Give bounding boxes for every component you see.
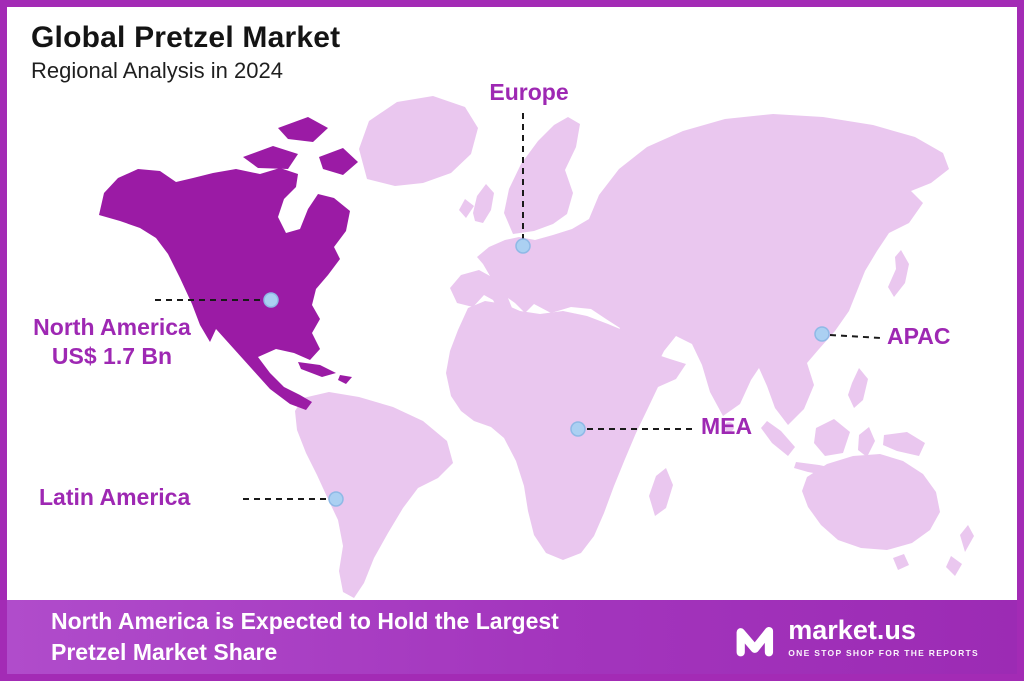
landmass-tasmania xyxy=(893,554,909,570)
landmass-greenland xyxy=(359,96,478,186)
marker-mea xyxy=(570,421,586,437)
landmass-scandinavia xyxy=(504,117,580,234)
marker-europe xyxy=(515,238,531,254)
header: Global Pretzel Market Regional Analysis … xyxy=(31,21,340,84)
connector-apac xyxy=(829,334,882,339)
landmass-north-america xyxy=(99,168,350,410)
landmass-philippines xyxy=(848,368,868,408)
landmass-new-zealand-south xyxy=(946,556,962,576)
logo-text-column: market.us ONE STOP SHOP FOR THE REPORTS xyxy=(788,615,979,658)
region-label-latin-america: Latin America xyxy=(39,484,191,510)
landmass-sumatra xyxy=(761,421,795,456)
location-markers xyxy=(263,238,830,507)
region-label-north-america-name: North America xyxy=(33,314,191,340)
landmass-borneo xyxy=(814,419,850,456)
landmass-ireland xyxy=(459,199,474,218)
landmass-arctic-island-2 xyxy=(278,117,328,142)
landmass-uk xyxy=(473,184,494,223)
base-landmass-group xyxy=(295,96,974,598)
landmass-eurasia xyxy=(450,114,949,425)
market-us-logo-mark xyxy=(736,627,774,657)
landmass-new-guinea xyxy=(883,432,925,456)
bottom-banner: North America is Expected to Hold the La… xyxy=(7,600,1017,674)
market-us-logo: market.us ONE STOP SHOP FOR THE REPORTS xyxy=(734,615,979,658)
landmass-sulawesi xyxy=(858,427,875,457)
highlight-landmass-group xyxy=(99,117,358,410)
logo-brand-name: market.us xyxy=(788,615,916,646)
landmass-madagascar xyxy=(649,468,673,516)
landmass-new-zealand-north xyxy=(960,525,974,552)
marker-latin-america xyxy=(328,491,344,507)
landmass-cuba xyxy=(298,362,336,377)
landmass-australia xyxy=(802,454,940,550)
page-title: Global Pretzel Market xyxy=(31,21,341,54)
region-label-apac: APAC xyxy=(887,323,951,349)
region-label-mea: MEA xyxy=(701,413,753,439)
region-label-north-america: North America US$ 1.7 Bn xyxy=(13,313,211,371)
landmass-arctic-island-1 xyxy=(243,146,298,169)
region-value-north-america: US$ 1.7 Bn xyxy=(51,342,173,369)
world-map xyxy=(99,96,974,598)
landmass-japan xyxy=(888,250,909,297)
marker-apac xyxy=(814,326,830,342)
banner-text-line1: North America is Expected to Hold the La… xyxy=(51,607,559,634)
landmass-arctic-island-3 xyxy=(319,148,358,175)
marker-north-america xyxy=(263,292,279,308)
landmass-hispaniola xyxy=(338,375,352,384)
logo-tagline: ONE STOP SHOP FOR THE REPORTS xyxy=(788,647,979,658)
region-label-europe: Europe xyxy=(489,79,569,105)
connector-lines xyxy=(155,113,882,500)
page-subtitle: Regional Analysis in 2024 xyxy=(31,58,283,83)
landmass-sri-lanka xyxy=(724,422,734,432)
landmass-africa xyxy=(446,301,686,560)
banner-text-line2: Pretzel Market Share xyxy=(51,639,278,665)
landmass-south-america xyxy=(295,392,453,598)
banner-text: North America is Expected to Hold the La… xyxy=(51,606,559,668)
